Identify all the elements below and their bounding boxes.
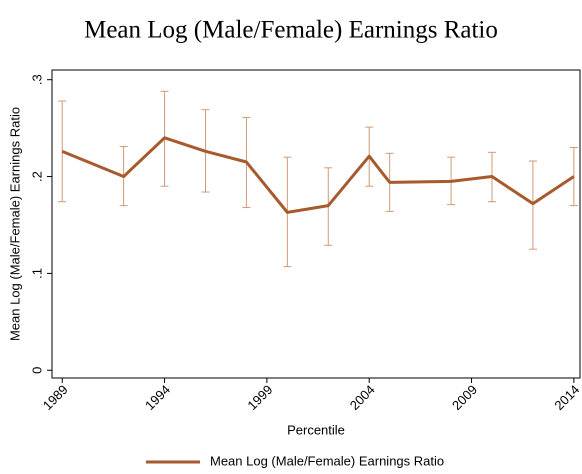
x-tick-label: 2014 (551, 382, 582, 413)
x-tick-label: 1994 (142, 382, 173, 413)
x-axis-title: Percentile (287, 422, 345, 437)
y-tick-label: .3 (29, 74, 44, 85)
y-tick-label: .2 (29, 171, 44, 182)
x-tick-label: 2009 (449, 382, 480, 413)
y-axis-title: Mean Log (Male/Female) Earnings Ratio (7, 107, 22, 341)
line (61, 136, 575, 214)
plot-frame (51, 69, 581, 379)
x-tick-label: 1989 (40, 382, 71, 413)
legend-label: Mean Log (Male/Female) Earnings Ratio (210, 453, 444, 468)
y-tick-label: 0 (29, 367, 44, 374)
x-tick-label: 2004 (347, 382, 378, 413)
chart-title: Mean Log (Male/Female) Earnings Ratio (84, 17, 498, 44)
y-tick-label: .1 (29, 268, 44, 279)
x-tick-label: 1999 (244, 382, 275, 413)
